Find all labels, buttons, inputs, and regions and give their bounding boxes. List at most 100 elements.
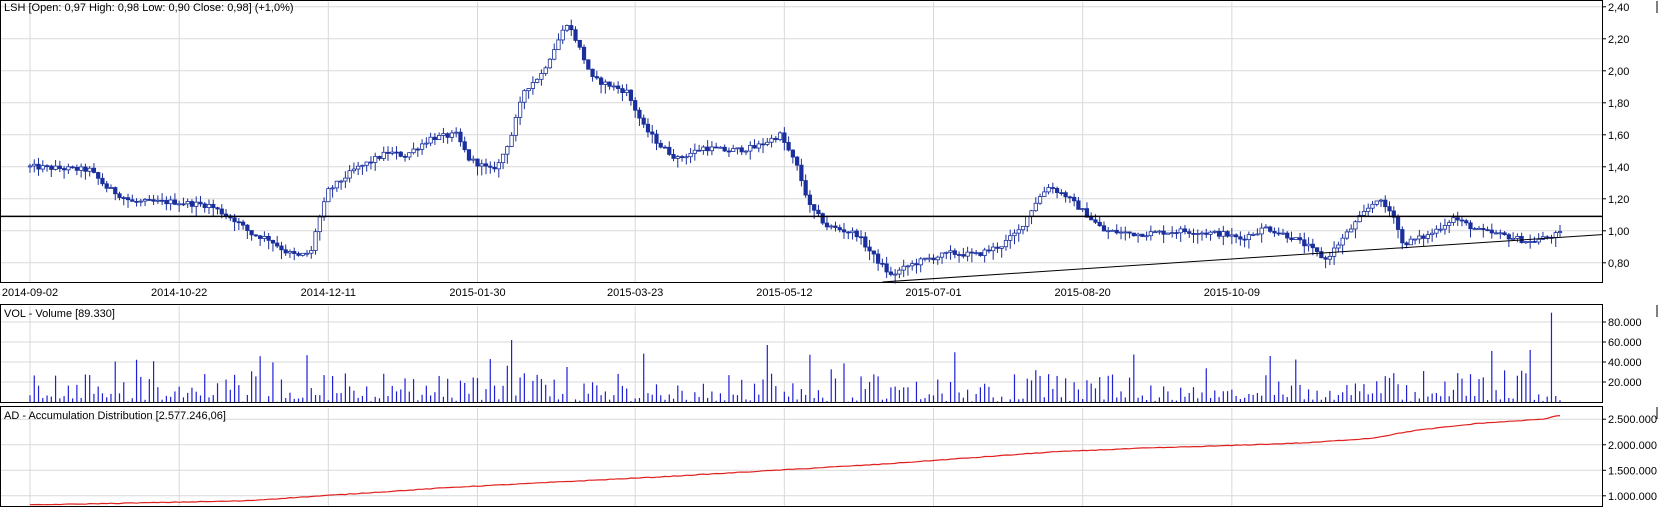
x-tick-label: 2014-12-11 xyxy=(301,287,356,299)
ad-line-layer xyxy=(29,415,1561,506)
candle-body xyxy=(1310,243,1315,249)
candle-body xyxy=(279,245,284,251)
candle-body xyxy=(1387,206,1392,212)
candle-body xyxy=(236,221,241,224)
candle-body xyxy=(130,199,135,202)
candle-body xyxy=(66,166,71,171)
candle-body xyxy=(194,201,199,207)
candle-body xyxy=(679,156,685,159)
candle-body xyxy=(829,225,834,228)
candle-body xyxy=(1118,231,1124,234)
price-panel-title: LSH [Open: 0,97 High: 0,98 Low: 0,90 Clo… xyxy=(4,2,294,14)
candle-body xyxy=(1319,251,1324,259)
candle-body xyxy=(871,250,876,255)
candle-body xyxy=(79,166,84,171)
candle-body xyxy=(752,145,757,149)
candle-body xyxy=(1165,232,1171,235)
candle-body xyxy=(1400,229,1405,244)
candle-body xyxy=(854,230,859,238)
candle-body xyxy=(858,236,864,239)
candle-body xyxy=(1225,231,1230,237)
candle-body xyxy=(407,152,412,158)
candle-body xyxy=(61,168,67,171)
candle-body xyxy=(1054,187,1060,194)
candle-body xyxy=(1336,244,1341,249)
candle-body xyxy=(53,165,58,170)
candle-body xyxy=(1430,232,1435,236)
candle-body xyxy=(1191,233,1196,235)
candle-body xyxy=(863,236,868,248)
candle-body xyxy=(40,165,45,170)
candle-body xyxy=(343,177,348,182)
candle-body xyxy=(1289,237,1294,240)
candle-body xyxy=(492,166,497,170)
candle-body xyxy=(552,49,557,60)
candle-body xyxy=(266,236,271,241)
price-y-tick-label: 0,80 xyxy=(1608,258,1629,270)
candle-body xyxy=(185,201,190,205)
candle-body xyxy=(969,251,974,254)
price-y-tick-label: 1,20 xyxy=(1608,194,1629,206)
candle-body xyxy=(1314,247,1320,252)
candle-body xyxy=(684,156,689,159)
candle-body xyxy=(1280,232,1286,235)
candle-body xyxy=(939,252,945,258)
candle-body xyxy=(1344,231,1350,239)
price-y-tick-label: 1,80 xyxy=(1608,98,1629,110)
candle-body xyxy=(1182,228,1188,233)
candle-body xyxy=(637,109,642,119)
candle-body xyxy=(620,88,625,94)
candle-body xyxy=(820,213,825,224)
candle-body xyxy=(1455,217,1460,221)
candle-body xyxy=(803,180,808,196)
candle-body xyxy=(27,165,33,168)
candle-body xyxy=(974,252,979,255)
candle-body xyxy=(458,131,463,143)
candle-body xyxy=(1157,230,1162,233)
candle-body xyxy=(155,199,160,202)
candle-body xyxy=(705,146,710,152)
candle-body xyxy=(765,141,770,145)
candle-body xyxy=(304,252,310,255)
candle-body xyxy=(560,29,565,41)
candle-body xyxy=(837,227,842,231)
candle-body xyxy=(240,221,246,226)
candle-body xyxy=(1306,243,1311,247)
candle-body xyxy=(206,203,212,208)
candle-body xyxy=(645,123,651,133)
candle-body xyxy=(398,151,403,157)
candle-body xyxy=(991,246,996,252)
candle-body xyxy=(172,199,178,205)
candle-body xyxy=(1323,257,1328,260)
candle-body xyxy=(1050,187,1055,189)
candle-body xyxy=(496,162,501,170)
candle-body xyxy=(748,145,753,152)
candle-body xyxy=(262,236,267,239)
candle-body xyxy=(807,194,813,205)
candle-body xyxy=(402,155,408,158)
ad-y-tick-label: 1.000.000 xyxy=(1608,491,1657,503)
candle-body xyxy=(1545,236,1550,239)
candle-body xyxy=(292,251,297,254)
x-tick-label: 2015-08-20 xyxy=(1055,287,1111,299)
candle-body xyxy=(1532,241,1537,243)
candle-body xyxy=(394,151,399,154)
price-y-tick-label: 2,20 xyxy=(1608,34,1629,46)
x-tick-label: 2015-07-01 xyxy=(905,287,961,299)
candle-body xyxy=(1080,208,1085,211)
x-tick-label: 2015-10-09 xyxy=(1204,287,1260,299)
candle-body xyxy=(586,59,591,70)
candle-body xyxy=(500,153,506,164)
candle-body xyxy=(577,39,582,48)
candle-body xyxy=(368,161,374,164)
candle-body xyxy=(1251,233,1256,236)
volume-y-tick-label: 20.000 xyxy=(1608,377,1642,389)
candle-body xyxy=(121,197,126,199)
candle-body xyxy=(1447,222,1452,226)
candle-body xyxy=(1170,232,1175,234)
candle-body xyxy=(87,167,92,172)
candle-body xyxy=(833,225,838,228)
price-y-tick-label: 1,00 xyxy=(1608,226,1629,238)
price-y-tick-label: 2,40 xyxy=(1608,2,1629,14)
candle-body xyxy=(74,166,79,171)
